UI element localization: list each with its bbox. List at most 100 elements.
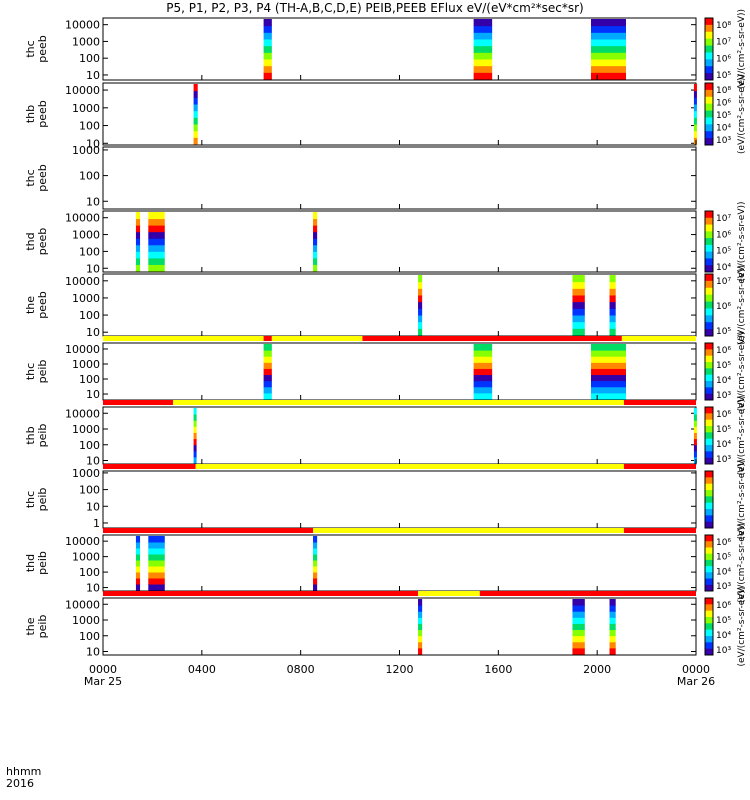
spectrogram-cell — [313, 560, 318, 567]
y-tick-label: 100 — [79, 245, 100, 258]
spectrogram-cell — [418, 315, 423, 323]
mode-bar-segment — [313, 528, 624, 533]
spectrogram-cell — [148, 212, 165, 220]
spectrogram-cell — [313, 554, 318, 561]
spectrogram-cell — [263, 350, 272, 357]
spectrogram-cell — [590, 356, 626, 363]
spectrogram-cell — [148, 572, 165, 579]
panel-frame — [102, 470, 697, 529]
colorbar-cell — [705, 509, 713, 516]
spectrogram-cell — [693, 90, 697, 98]
spectrogram-cell — [193, 432, 197, 440]
colorbar-frame — [704, 534, 714, 592]
colorbar-cell — [705, 610, 713, 618]
y-tick-label: 1000 — [72, 35, 100, 48]
y-tick-label: 100 — [79, 309, 100, 322]
spectrogram-cell — [263, 356, 272, 363]
spectrogram-cell — [418, 641, 423, 649]
spectrogram-cell — [590, 59, 626, 67]
colorbar-cell — [705, 251, 713, 259]
colorbar-cell — [705, 547, 713, 555]
spectrogram-cell — [263, 32, 272, 40]
y-axis-label: thd — [24, 554, 37, 572]
spectrogram-cell — [418, 617, 423, 624]
colorbar-cell — [705, 457, 713, 465]
colorbar-cell — [705, 280, 713, 289]
y-tick-label: 1000 — [72, 614, 100, 627]
colorbar-cell — [705, 117, 713, 125]
spectrogram-cell — [693, 104, 697, 112]
mode-bar-segment — [479, 591, 696, 596]
colorbar-frame — [704, 210, 714, 273]
y-tick-label: 1000 — [72, 144, 100, 157]
colorbar-cell — [705, 553, 713, 561]
spectrogram-cell — [193, 450, 197, 458]
spectrogram-cell — [135, 264, 141, 272]
colorbar-cell — [705, 566, 713, 573]
spectrogram-cell — [473, 39, 493, 47]
spectrogram-cell — [313, 542, 318, 549]
colorbar-cell — [705, 636, 713, 643]
colorbar-tick-label: 10⁵ — [716, 425, 731, 435]
colorbar-cell — [705, 110, 713, 118]
colorbar-cell — [705, 315, 713, 323]
spectrogram-cell — [135, 251, 141, 259]
spectrogram-cell — [609, 328, 616, 336]
spectrogram-cell — [193, 97, 198, 105]
y-axis-label: thc — [24, 169, 37, 186]
spectrogram-cell — [609, 281, 616, 289]
colorbar-cell — [705, 419, 713, 427]
spectrogram-cell — [418, 301, 423, 309]
spectrogram-cell — [135, 257, 141, 265]
colorbar-cell — [705, 89, 713, 98]
spectrogram-cell — [135, 231, 141, 239]
spectrogram-cell — [418, 281, 423, 289]
spectrogram-cell — [263, 52, 272, 60]
colorbar-cell — [705, 387, 713, 395]
spectrogram-cell — [609, 611, 616, 618]
colorbar-frame — [704, 470, 714, 529]
spectrogram-cell — [693, 438, 697, 446]
y-tick-label: 10 — [86, 137, 100, 150]
spectrogram-cell — [313, 238, 318, 246]
x-axis-year-label: 2016 — [6, 777, 34, 790]
spectrogram-cell — [609, 647, 616, 655]
spectrogram-cell — [609, 315, 616, 323]
colorbar-cell — [705, 349, 713, 357]
spectrogram-cell — [473, 350, 493, 357]
spectrogram-cell — [693, 456, 697, 464]
spectrogram-cell — [193, 117, 198, 125]
spectrogram-cell — [193, 426, 197, 433]
mode-bar-segment — [173, 400, 624, 405]
spectrogram-cell — [572, 605, 585, 612]
y-tick-label: 10 — [86, 326, 100, 339]
y-axis-label: the — [24, 617, 37, 635]
spectrogram-cell — [609, 599, 616, 606]
spectrogram-cell — [590, 39, 626, 47]
spectrogram-cell — [473, 392, 493, 400]
spectrogram-cell — [148, 231, 165, 239]
y-axis-label: peeb — [36, 291, 49, 319]
colorbar-label: (eV/(cm²-s-sr-eV)) — [737, 331, 747, 411]
y-tick-label: 1000 — [72, 292, 100, 305]
spectrogram-cell — [263, 392, 272, 400]
spectrogram-cell — [693, 84, 697, 92]
spectrogram-cell — [148, 578, 165, 585]
mode-bar-segment — [103, 336, 264, 341]
colorbar-tick-label: 10⁶ — [716, 538, 731, 548]
mode-bar-segment — [623, 464, 696, 469]
y-tick-label: 100 — [79, 566, 100, 579]
y-axis-label: peeb — [36, 164, 49, 192]
spectrogram-cell — [418, 599, 423, 606]
colorbar-label: (eV/(cm²-s-sr-eV)) — [737, 9, 747, 89]
spectrogram-cell — [693, 420, 697, 427]
spectrogram-cell — [263, 59, 272, 67]
colorbar-tick-label: 10³ — [716, 391, 731, 401]
spectrogram-cell — [313, 566, 318, 573]
spectrogram-cell — [148, 554, 165, 561]
colorbar-tick-label: 10⁴ — [716, 440, 731, 450]
spectrogram-cell — [263, 19, 272, 27]
spectrogram-cell — [135, 572, 141, 579]
spectrogram-cell — [193, 414, 197, 421]
spectrogram-cell — [313, 231, 318, 239]
